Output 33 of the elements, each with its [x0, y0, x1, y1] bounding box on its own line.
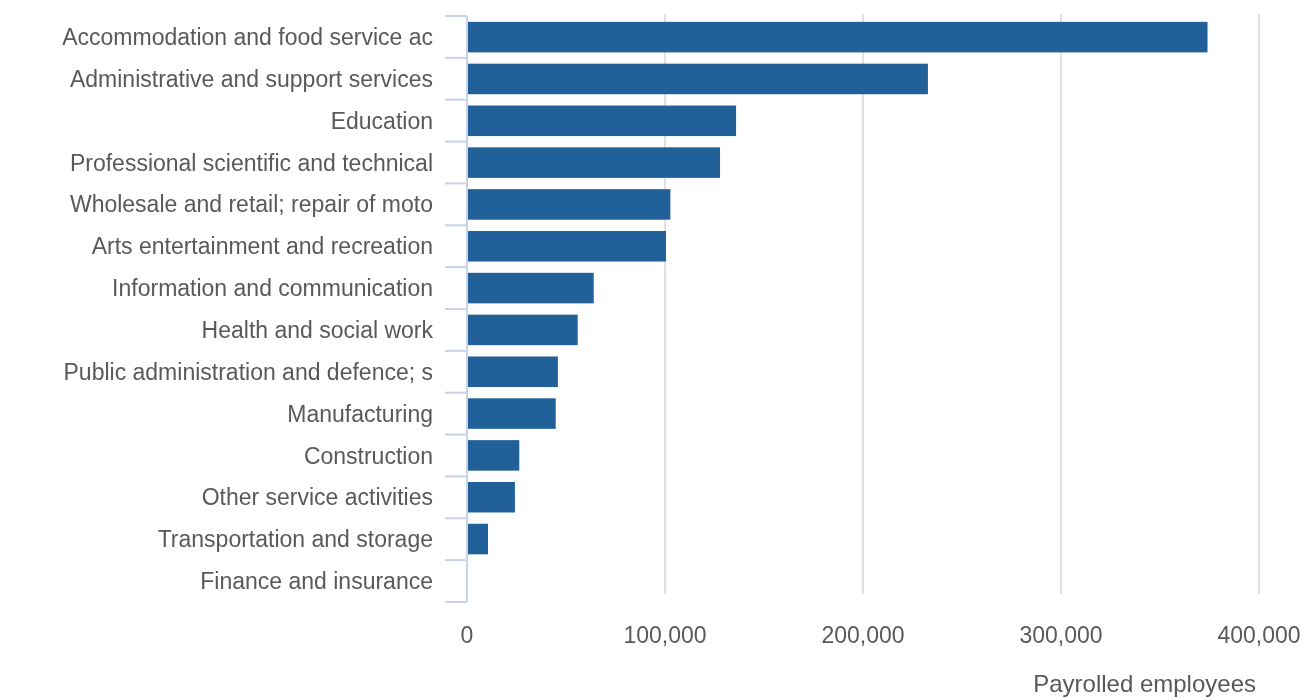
x-tick-label: 0 — [460, 622, 474, 648]
y-tick-label: Other service activities — [201, 484, 433, 511]
y-tick-label: Professional scientific and technical — [69, 149, 433, 176]
x-tick-label: 300,000 — [1019, 622, 1103, 648]
y-tick-label: Administrative and support services — [69, 65, 433, 92]
y-tick-label: Arts entertainment and recreation — [91, 233, 433, 260]
x-axis-title: Payrolled employees — [1033, 670, 1256, 697]
y-tick-label: Information and communication — [112, 275, 433, 302]
y-tick-label: Health and social work — [201, 316, 434, 343]
x-tick-label: 200,000 — [821, 622, 905, 648]
bar — [467, 523, 488, 555]
y-tick-label: Finance and insurance — [200, 568, 433, 595]
bar — [467, 481, 515, 513]
y-tick-label: Transportation and storage — [157, 526, 433, 553]
bar — [467, 63, 928, 95]
bar — [467, 440, 520, 471]
bar — [467, 230, 666, 262]
bar — [467, 314, 578, 346]
y-tick-label: Wholesale and retail; repair of moto — [69, 191, 433, 218]
bar — [467, 105, 737, 137]
bar — [467, 147, 721, 178]
y-tick-label: Education — [330, 107, 433, 134]
bar — [467, 21, 1208, 53]
y-tick-label: Accommodation and food service ac — [62, 23, 433, 50]
x-tick-label: 100,000 — [623, 622, 707, 648]
bar — [467, 398, 556, 429]
y-tick-label: Public administration and defence; s — [63, 358, 433, 385]
y-tick-label: Construction — [303, 442, 433, 469]
x-tick-label: 400,000 — [1217, 622, 1301, 648]
y-tick-label: Manufacturing — [287, 400, 433, 427]
bar — [467, 272, 594, 304]
bar — [467, 189, 671, 220]
bar — [467, 356, 558, 388]
